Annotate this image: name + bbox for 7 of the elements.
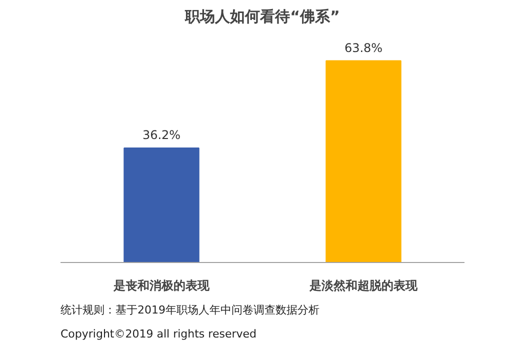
data-label: 63.8% <box>344 40 383 55</box>
data-label: 36.2% <box>142 128 181 142</box>
x-tick-label: 是丧和消极的表现 <box>112 278 210 292</box>
chart-title: 职场人如何看待“佛系” <box>184 8 340 26</box>
text: Copyright©2019 all rights reserved <box>60 328 256 340</box>
text: 统计规则：基于2019年职场人年中问卷调查数据分析 <box>60 304 320 316</box>
x-tick-label: 是淡然和超脱的表现 <box>308 278 418 292</box>
